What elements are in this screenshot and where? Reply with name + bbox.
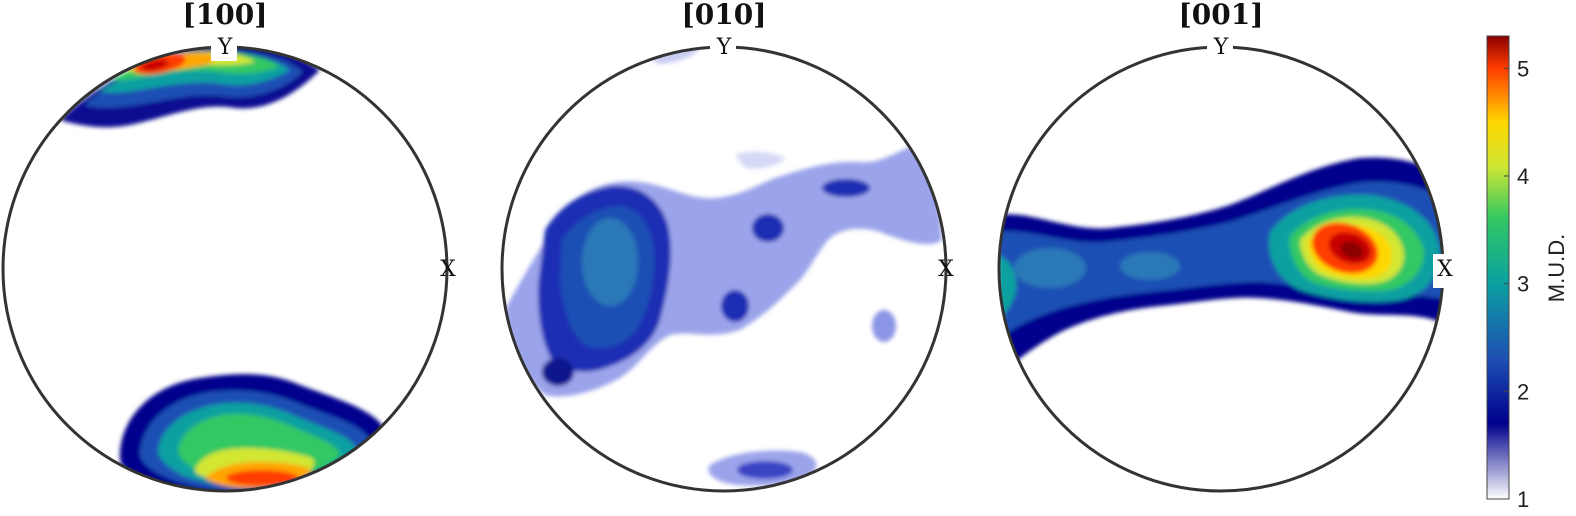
colorbar-gradient	[1486, 35, 1510, 500]
density-map-001	[999, 157, 1443, 370]
pole-figure-001-x-label: X	[1437, 257, 1453, 282]
pole-figure-100-x-label: X	[440, 257, 456, 282]
pole-figure-010: [010] Y X	[500, 0, 954, 493]
density-map-010	[505, 48, 942, 486]
pole-figure-001: [001] Y X	[997, 0, 1457, 493]
pole-figure-001-y-label: Y	[1213, 35, 1229, 60]
pole-figure-001-title: [001]	[1179, 0, 1264, 31]
colorbar-ticks: 1 2 3 4 5	[1504, 56, 1529, 512]
pole-figure-100-y-label: Y	[217, 35, 233, 60]
colorbar-tick-label: 3	[1517, 272, 1529, 297]
colorbar-tick-label: 1	[1517, 487, 1529, 512]
pole-figure-100-title: [100]	[183, 0, 268, 31]
colorbar-tick-label: 4	[1517, 164, 1529, 189]
pole-figure-010-x-label: X	[938, 257, 954, 282]
colorbar-tick-label: 2	[1517, 379, 1529, 404]
pole-figure-100: [100] Y X	[1, 0, 456, 493]
pole-figure-010-title: [010]	[682, 0, 767, 31]
pole-figure-010-y-label: Y	[716, 35, 732, 60]
colorbar: 1 2 3 4 5 M.U.D.	[1486, 35, 1569, 512]
density-map-100	[60, 47, 385, 491]
colorbar-tick-label: 5	[1517, 56, 1529, 81]
colorbar-label: M.U.D.	[1544, 234, 1569, 302]
